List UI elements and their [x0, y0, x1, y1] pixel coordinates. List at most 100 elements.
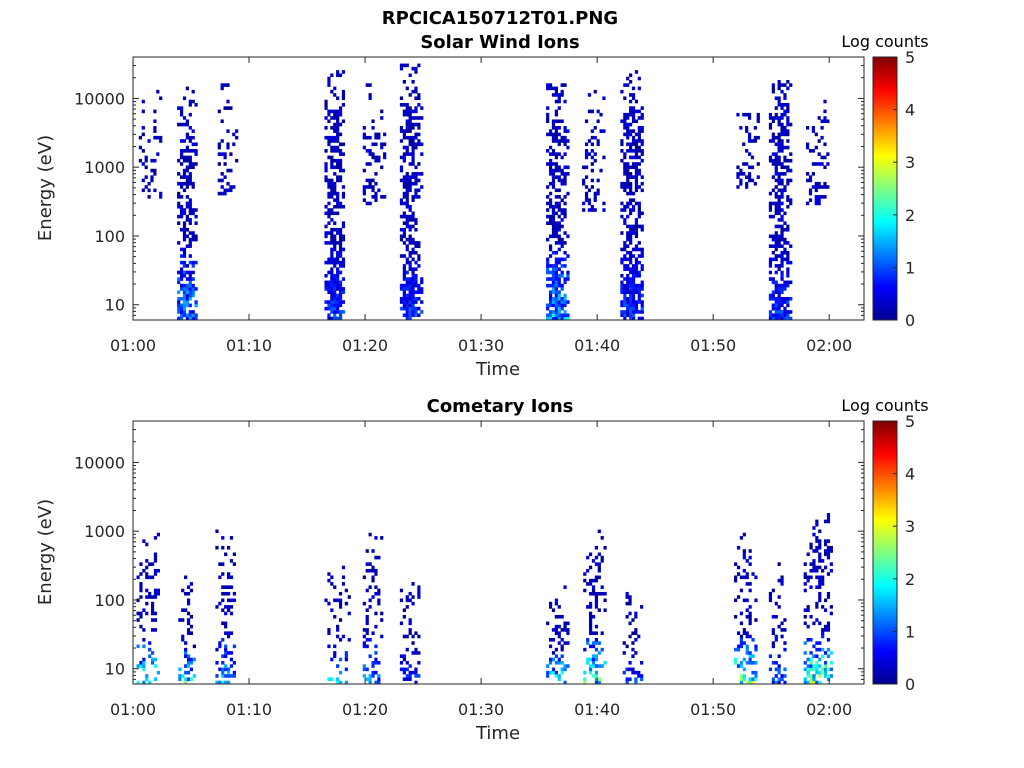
spectrogram-cell — [777, 211, 781, 216]
spectrogram-cell — [626, 310, 630, 314]
spectrogram-cell — [589, 667, 593, 672]
spectrogram-cell — [402, 145, 406, 150]
spectrogram-cell — [774, 191, 778, 196]
spectrogram-cell — [414, 241, 418, 245]
spectrogram-cell — [640, 293, 644, 298]
spectrogram-cell — [812, 568, 816, 573]
spectrogram-cell — [623, 162, 627, 166]
spectrogram-cell — [554, 293, 558, 298]
spectrogram-cell — [330, 608, 334, 612]
spectrogram-cell — [815, 539, 819, 543]
spectrogram-cell — [181, 608, 185, 612]
spectrogram-cell — [560, 654, 564, 658]
spectrogram-cell — [408, 135, 412, 140]
spectrogram-cell — [411, 296, 415, 301]
spectrogram-cell — [626, 126, 630, 130]
spectrogram-cell — [548, 181, 553, 186]
spectrogram-cell — [623, 188, 627, 193]
spectrogram-cell — [739, 680, 744, 685]
spectrogram-cell — [224, 552, 228, 557]
spectrogram-cell — [789, 244, 793, 248]
spectrogram-cell — [327, 211, 331, 216]
spectrogram-cell — [417, 290, 421, 294]
spectrogram-cell — [150, 605, 155, 609]
spectrogram-cell — [405, 119, 409, 124]
spectrogram-cell — [177, 306, 181, 311]
spectrogram-cell — [600, 585, 604, 589]
spectrogram-cell — [739, 126, 743, 130]
spectrogram-cell — [414, 106, 418, 110]
spectrogram-cell — [399, 165, 404, 170]
spectrogram-cell — [185, 227, 189, 232]
spectrogram-cell — [786, 178, 790, 183]
spectrogram-cell — [634, 283, 639, 288]
spectrogram-cell — [594, 641, 599, 645]
spectrogram-cell — [399, 139, 404, 143]
spectrogram-cell — [229, 559, 234, 563]
spectrogram-cell — [414, 145, 418, 150]
spectrogram-cell — [626, 135, 630, 140]
spectrogram-cell — [136, 611, 140, 616]
spectrogram-cell — [405, 287, 409, 291]
spectrogram-cell — [177, 280, 181, 285]
spectrogram-cell — [803, 608, 807, 612]
spectrogram-cell — [336, 132, 340, 137]
spectrogram-cell — [153, 119, 157, 124]
spectrogram-cell — [546, 221, 550, 225]
spectrogram-cell — [751, 670, 755, 675]
spectrogram-cell — [589, 591, 593, 596]
spectrogram-cell — [182, 250, 187, 255]
spectrogram-cell — [818, 559, 822, 563]
spectrogram-cell — [327, 221, 331, 225]
spectrogram-cell — [330, 188, 334, 193]
spectrogram-cell — [182, 273, 187, 278]
spectrogram-cell — [185, 178, 189, 183]
spectrogram-cell — [563, 208, 567, 212]
spectrogram-cell — [634, 270, 639, 275]
spectrogram-cell — [560, 119, 564, 124]
spectrogram-cell — [631, 135, 636, 140]
spectrogram-cell — [551, 204, 556, 209]
spectrogram-cell — [587, 208, 592, 212]
spectrogram-cell — [554, 175, 558, 179]
spectrogram-cell — [179, 306, 184, 311]
spectrogram-cell — [747, 178, 752, 183]
spectrogram-cell — [783, 287, 787, 291]
spectrogram-cell — [330, 657, 334, 662]
spectrogram-cell — [777, 218, 781, 222]
spectrogram-cell — [751, 660, 755, 665]
spectrogram-cell — [826, 667, 831, 672]
spectrogram-cell — [815, 667, 819, 672]
spectrogram-cell — [777, 204, 781, 209]
spectrogram-cell — [333, 135, 337, 140]
spectrogram-cell — [368, 637, 372, 642]
spectrogram-cell — [557, 290, 561, 294]
spectrogram-cell — [803, 582, 807, 586]
spectrogram-cell — [812, 526, 816, 530]
spectrogram-cell — [408, 234, 412, 239]
spectrogram-cell — [224, 647, 228, 652]
spectrogram-cell — [411, 152, 415, 156]
spectrogram-cell — [597, 529, 601, 534]
spectrogram-cell — [185, 181, 189, 186]
spectrogram-cell — [232, 660, 236, 665]
spectrogram-cell — [623, 264, 627, 268]
spectrogram-cell — [365, 201, 369, 206]
spectrogram-cell — [327, 270, 331, 275]
spectrogram-cell — [811, 126, 815, 130]
spectrogram-cell — [591, 641, 596, 645]
spectrogram-cell — [774, 313, 778, 318]
spectrogram-cell — [739, 637, 744, 642]
spectrogram-cell — [596, 188, 600, 193]
spectrogram-cell — [774, 237, 778, 242]
spectrogram-cell — [186, 670, 191, 675]
spectrogram-cell — [184, 641, 188, 645]
spectrogram-cell — [806, 674, 810, 678]
spectrogram-cell — [563, 313, 567, 318]
spectrogram-cell — [327, 208, 331, 212]
spectrogram-cell — [338, 605, 343, 609]
spectrogram-cell — [774, 280, 778, 285]
spectrogram-cell — [557, 277, 561, 281]
spectrogram-cell — [402, 103, 406, 107]
